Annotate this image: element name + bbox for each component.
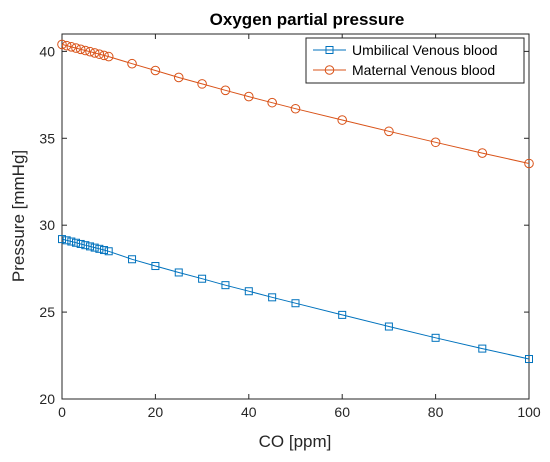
x-tick-label: 0 — [58, 404, 66, 420]
data-point — [62, 236, 71, 245]
y-tick-label: 35 — [39, 130, 55, 146]
data-point — [104, 247, 113, 256]
data-point — [268, 293, 277, 302]
data-point — [290, 103, 301, 114]
data-point — [220, 85, 231, 96]
data-point — [67, 237, 76, 246]
data-point — [430, 137, 441, 148]
x-tick-label: 80 — [428, 404, 444, 420]
x-tick-label: 20 — [148, 404, 164, 420]
chart-title: Oxygen partial pressure — [210, 10, 405, 29]
data-point — [66, 42, 77, 52]
x-tick-label: 40 — [241, 404, 257, 420]
series-0 — [58, 235, 533, 364]
data-point — [89, 48, 100, 58]
series-layer — [57, 39, 534, 364]
data-point — [478, 344, 487, 353]
data-point — [244, 91, 254, 102]
data-point — [95, 244, 104, 253]
legend-label: Maternal Venous blood — [352, 62, 495, 78]
data-point — [71, 43, 81, 53]
data-point — [99, 50, 109, 61]
data-point — [85, 46, 95, 57]
data-point — [338, 310, 347, 319]
data-point — [57, 39, 67, 50]
data-point — [525, 355, 533, 364]
data-point — [128, 255, 137, 264]
data-point — [103, 51, 114, 62]
y-tick-label: 30 — [39, 217, 55, 233]
data-point — [80, 45, 91, 56]
data-point — [384, 322, 393, 331]
data-point — [72, 238, 81, 247]
data-point — [173, 72, 184, 83]
legend-marker — [325, 46, 334, 54]
data-point — [150, 65, 161, 76]
data-point — [337, 115, 348, 125]
data-point — [384, 126, 394, 137]
data-point — [477, 148, 488, 158]
data-point — [524, 158, 534, 169]
data-point — [94, 49, 105, 59]
x-axis-label: CO [ppm] — [259, 432, 332, 451]
data-point — [151, 262, 160, 271]
data-point — [127, 58, 137, 69]
legend: Umbilical Venous blood Maternal Venous bl… — [305, 37, 525, 84]
x-tick-label: 100 — [517, 404, 541, 420]
data-point — [75, 44, 86, 55]
data-point — [291, 299, 300, 308]
data-point — [81, 241, 90, 250]
data-point — [197, 79, 207, 89]
y-tick-label: 20 — [39, 391, 55, 407]
legend-marker — [324, 65, 335, 75]
data-point — [58, 235, 66, 244]
data-point — [267, 97, 277, 108]
data-point — [61, 40, 72, 51]
data-point — [431, 333, 440, 342]
data-point — [76, 239, 85, 248]
data-point — [90, 243, 99, 252]
data-point — [221, 281, 230, 290]
data-point — [198, 274, 207, 283]
plot-area — [61, 33, 530, 400]
y-tick-label: 40 — [39, 43, 55, 59]
data-point — [244, 287, 253, 296]
data-point — [100, 246, 109, 255]
series-1 — [57, 39, 534, 169]
y-tick-label: 25 — [39, 304, 55, 320]
data-point — [86, 242, 95, 251]
data-point — [174, 268, 183, 277]
x-tick-label: 60 — [334, 404, 350, 420]
y-axis-label: Pressure [mmHg] — [9, 150, 28, 282]
legend-label: Umbilical Venous blood — [352, 42, 498, 58]
legend-box — [305, 37, 525, 84]
